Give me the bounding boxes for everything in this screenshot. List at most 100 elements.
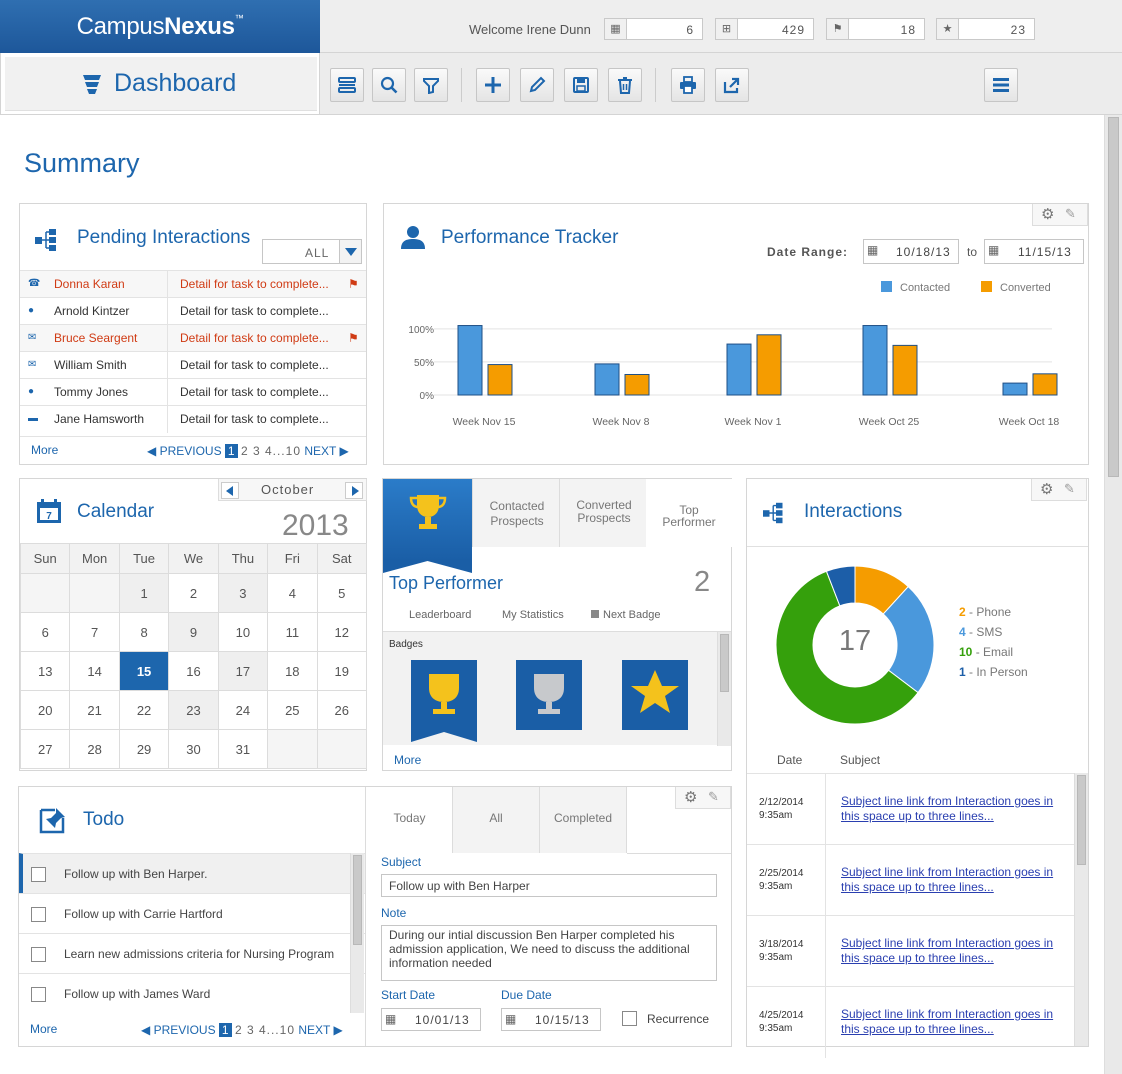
pending-row[interactable]: ● Tommy Jones Detail for task to complete.… bbox=[20, 378, 366, 406]
pending-detail[interactable]: Detail for task to complete... bbox=[180, 277, 329, 291]
interaction-row[interactable]: 3/18/2014 9:35am Subject line link from In… bbox=[747, 915, 1075, 987]
tab-today[interactable]: Today bbox=[366, 787, 453, 853]
subtab-next-badge[interactable]: Next Badge bbox=[591, 609, 660, 621]
pending-detail[interactable]: Detail for task to complete... bbox=[180, 358, 329, 372]
stat-interactions[interactable]: ⊞ 429 bbox=[715, 18, 814, 40]
calendar-icon[interactable]: ▦ bbox=[505, 1012, 517, 1026]
pencil-icon[interactable]: ✎ bbox=[1064, 481, 1075, 496]
bar-converted[interactable] bbox=[1032, 373, 1058, 396]
interaction-row[interactable]: 2/25/2014 9:35am Subject line link from In… bbox=[747, 844, 1075, 916]
bar-contacted[interactable] bbox=[594, 363, 620, 396]
calendar-day[interactable]: 16 bbox=[168, 651, 219, 691]
pencil-icon[interactable]: ✎ bbox=[1065, 206, 1076, 221]
campusnexus-logo[interactable]: CampusNexus™ bbox=[0, 0, 320, 53]
column-header-subject[interactable]: Subject bbox=[840, 753, 881, 767]
delete-button[interactable] bbox=[608, 68, 642, 102]
calendar-day[interactable]: 9 bbox=[168, 612, 219, 652]
tab-top-performer[interactable]: Top Performer bbox=[646, 479, 732, 547]
subtab-leaderboard[interactable]: Leaderboard bbox=[409, 609, 472, 621]
calendar-day[interactable]: 23 bbox=[168, 690, 219, 730]
flag-icon[interactable]: ⚑ bbox=[348, 331, 359, 345]
previous-button[interactable]: ◀ PREVIOUS bbox=[141, 1023, 216, 1037]
next-button[interactable]: NEXT ▶ bbox=[304, 444, 349, 458]
calendar-day[interactable]: 7 bbox=[69, 612, 120, 652]
donut-slice[interactable] bbox=[825, 565, 856, 607]
calendar-day[interactable]: 21 bbox=[69, 690, 120, 730]
page-current[interactable]: 1 bbox=[218, 1023, 232, 1037]
calendar-icon[interactable]: ▦ bbox=[385, 1012, 397, 1026]
subtab-my-statistics[interactable]: My Statistics bbox=[502, 609, 564, 621]
add-button[interactable] bbox=[476, 68, 510, 102]
calendar-day[interactable]: 8 bbox=[118, 612, 170, 652]
todo-scrollbar[interactable] bbox=[350, 853, 364, 1013]
pending-row[interactable]: ▬ Jane Hamsworth Detail for task to comple… bbox=[20, 405, 366, 433]
interaction-row[interactable]: 4/25/2014 9:35am Subject line link from In… bbox=[747, 986, 1075, 1058]
page-scrollbar[interactable] bbox=[1104, 115, 1122, 1074]
prev-month-button[interactable] bbox=[221, 482, 239, 499]
gear-icon[interactable]: ⚙ bbox=[1040, 481, 1054, 498]
pending-row[interactable]: ✉ Bruce Seargent Detail for task to comple… bbox=[20, 324, 366, 352]
stat-flags[interactable]: ⚑ 18 bbox=[826, 18, 925, 40]
previous-button[interactable]: ◀ PREVIOUS bbox=[147, 444, 222, 458]
bar-converted[interactable] bbox=[892, 344, 918, 396]
tab-completed[interactable]: Completed bbox=[539, 787, 627, 853]
calendar-day[interactable]: 15 bbox=[118, 651, 170, 691]
flag-icon[interactable]: ⚑ bbox=[348, 277, 359, 291]
recurrence-checkbox[interactable] bbox=[622, 1011, 637, 1026]
bar-contacted[interactable] bbox=[726, 343, 752, 396]
todo-checkbox[interactable] bbox=[31, 907, 46, 922]
due-date-field[interactable]: ▦ 10/15/13 bbox=[501, 1008, 601, 1031]
gear-icon[interactable]: ⚙ bbox=[684, 789, 698, 806]
interaction-row[interactable]: 2/12/2014 9:35am Subject line link from In… bbox=[747, 773, 1075, 845]
todo-text[interactable]: Follow up with Ben Harper. bbox=[64, 867, 208, 881]
calendar-day[interactable]: 3 bbox=[217, 573, 269, 613]
column-header-date[interactable]: Date bbox=[777, 753, 803, 767]
bar-converted[interactable] bbox=[487, 364, 513, 396]
calendar-day[interactable]: 14 bbox=[69, 651, 120, 691]
calendar-day[interactable]: 10 bbox=[217, 612, 269, 652]
page-numbers[interactable]: 2 3 4...10 bbox=[234, 1023, 295, 1037]
pending-row[interactable]: ● Arnold Kintzer Detail for task to comple… bbox=[20, 297, 366, 325]
pending-row[interactable]: ☎ Donna Karan Detail for task to complete.… bbox=[20, 270, 366, 298]
pending-name[interactable]: Jane Hamsworth bbox=[54, 412, 145, 426]
calendar-day[interactable]: 25 bbox=[267, 690, 318, 730]
export-button[interactable] bbox=[715, 68, 749, 102]
calendar-day[interactable]: 27 bbox=[19, 729, 71, 769]
interaction-subject-link[interactable]: Subject line link from Interaction goes … bbox=[841, 1007, 1054, 1036]
interaction-subject-link[interactable]: Subject line link from Interaction goes … bbox=[841, 936, 1054, 965]
pending-detail[interactable]: Detail for task to complete... bbox=[180, 331, 329, 345]
calendar-day[interactable]: 13 bbox=[19, 651, 71, 691]
pending-detail[interactable]: Detail for task to complete... bbox=[180, 385, 329, 399]
bar-contacted[interactable] bbox=[1002, 382, 1028, 396]
calendar-day[interactable]: 26 bbox=[316, 690, 368, 730]
todo-checkbox[interactable] bbox=[31, 947, 46, 962]
more-link[interactable]: More bbox=[31, 443, 59, 457]
todo-text[interactable]: Follow up with James Ward bbox=[64, 987, 211, 1001]
todo-item[interactable]: Learn new admissions criteria for Nursin… bbox=[19, 933, 365, 973]
pending-row[interactable]: ✉ William Smith Detail for task to complet… bbox=[20, 351, 366, 379]
pending-name[interactable]: Bruce Seargent bbox=[54, 331, 138, 345]
search-button[interactable] bbox=[372, 68, 406, 102]
start-date-field[interactable]: ▦ 10/01/13 bbox=[381, 1008, 481, 1031]
calendar-day[interactable]: 18 bbox=[267, 651, 318, 691]
calendar-day[interactable]: 22 bbox=[118, 690, 170, 730]
todo-text[interactable]: Follow up with Carrie Hartford bbox=[64, 907, 223, 921]
calendar-day[interactable]: 6 bbox=[19, 612, 71, 652]
calendar-day[interactable]: 29 bbox=[118, 729, 170, 769]
print-button[interactable] bbox=[671, 68, 705, 102]
menu-button[interactable] bbox=[984, 68, 1018, 102]
bar-contacted[interactable] bbox=[862, 325, 888, 396]
donut-slice[interactable] bbox=[775, 570, 919, 725]
stat-stars[interactable]: ★ 23 bbox=[936, 18, 1035, 40]
tab-all[interactable]: All bbox=[452, 787, 540, 853]
pending-detail[interactable]: Detail for task to complete... bbox=[180, 304, 329, 318]
bar-converted[interactable] bbox=[624, 373, 650, 396]
calendar-day[interactable]: 5 bbox=[316, 573, 368, 613]
pending-name[interactable]: Arnold Kintzer bbox=[54, 304, 130, 318]
calendar-icon[interactable]: ▦ bbox=[867, 243, 879, 257]
star-badge[interactable] bbox=[622, 660, 688, 730]
calendar-day[interactable]: 11 bbox=[267, 612, 318, 652]
calendar-day[interactable]: 19 bbox=[316, 651, 368, 691]
bar-contacted[interactable] bbox=[457, 325, 483, 396]
subject-input[interactable]: Follow up with Ben Harper bbox=[381, 874, 717, 897]
